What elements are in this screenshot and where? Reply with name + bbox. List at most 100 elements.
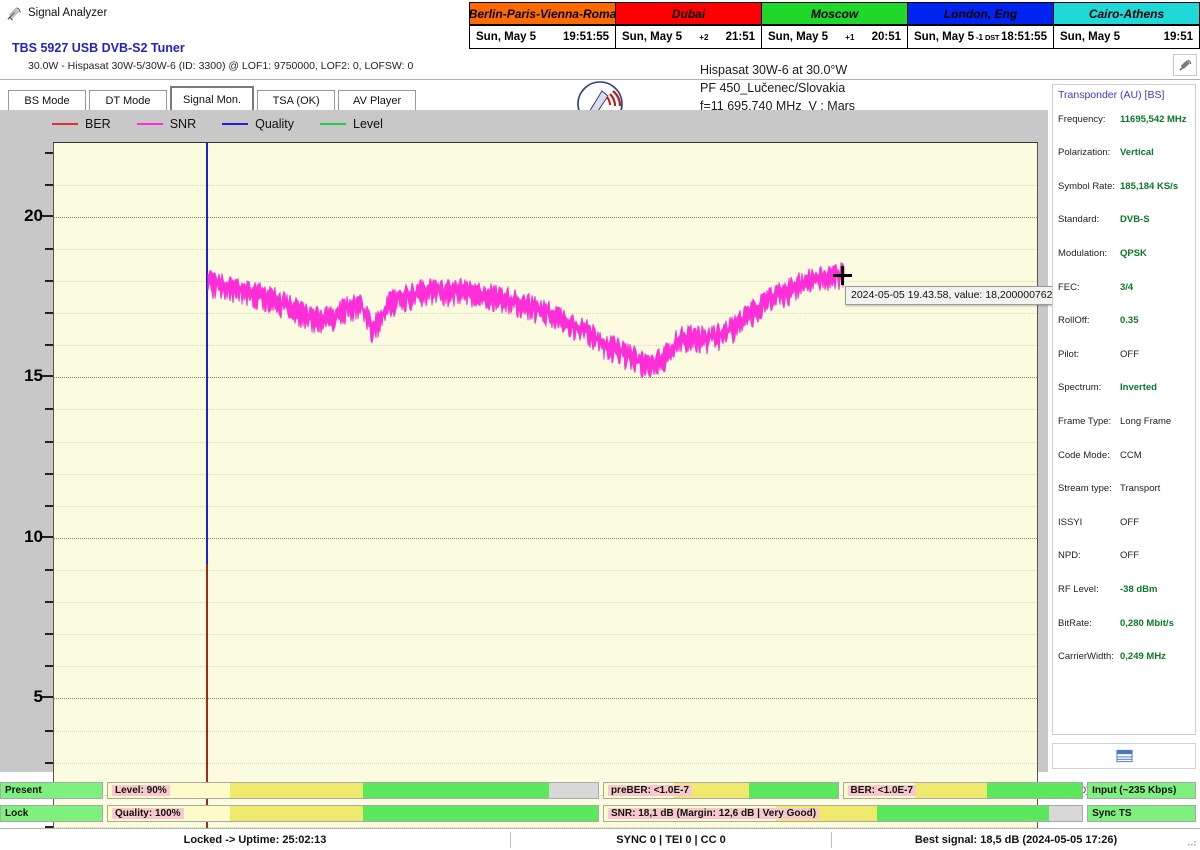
transponder-panel-title: Transponder (AU) [BS] xyxy=(1058,89,1165,101)
transponder-key: Stream type: xyxy=(1058,483,1112,495)
transponder-key: Symbol Rate: xyxy=(1058,180,1116,192)
chart-legend: BER SNR Quality Level xyxy=(0,110,1048,138)
meter-segment xyxy=(986,783,1083,798)
tab-tsa-ok[interactable]: TSA (OK) xyxy=(257,90,336,111)
meter-segment xyxy=(548,783,598,798)
transponder-row-npd: NPD: OFF xyxy=(1058,548,1194,564)
legend-item-ber: BER xyxy=(52,117,111,131)
tab-signal-mon[interactable]: Signal Mon. xyxy=(170,86,255,111)
transponder-value: DVB-S xyxy=(1120,214,1150,226)
meter-segment xyxy=(1,783,102,798)
y-tick xyxy=(40,375,53,378)
y-tick xyxy=(45,825,53,828)
meter-label-quality: Quality: 100% xyxy=(111,806,184,821)
gridline-minor xyxy=(54,505,1037,507)
transponder-row-rflevel: RF Level: -38 dBm xyxy=(1058,581,1194,597)
y-tick xyxy=(45,440,53,443)
gridline-minor xyxy=(54,666,1037,668)
transponder-row-fec: FEC: 3/4 xyxy=(1058,279,1194,295)
transponder-value: 3/4 xyxy=(1120,281,1134,293)
meter-label-level: Level: 90% xyxy=(111,783,170,798)
transponder-row-symbolrate: Symbol Rate: 185,184 KS/s xyxy=(1058,178,1194,194)
meter-label-preber: preBER: <1.0E-7 xyxy=(607,783,693,798)
tuner-subtitle: 30.0W - Hispasat 30W-5/30W-6 (ID: 3300) … xyxy=(28,60,414,72)
meter-segment xyxy=(1,806,102,821)
clock-time-4: Sun, May 5 19:51 xyxy=(1053,25,1200,49)
tab-av-player[interactable]: AV Player xyxy=(338,90,417,111)
meter-segment xyxy=(362,783,549,798)
status-divider-1 xyxy=(510,831,511,848)
y-tick xyxy=(45,472,53,475)
plot-area[interactable]: 2024-05-05 19.43.58, value: 18,200000762… xyxy=(53,142,1082,850)
transponder-table-button[interactable] xyxy=(1052,743,1196,769)
meter-present: Present xyxy=(0,782,103,799)
transponder-value: Transport xyxy=(1120,483,1161,495)
meter-label-sync-ts: Sync TS xyxy=(1092,808,1132,819)
y-tick xyxy=(40,696,53,699)
clock-time-2: Sun, May 5 +1 20:51 xyxy=(761,25,908,49)
signal-chart[interactable]: 05101520 2024-05-05 19.43.58, value: 18,… xyxy=(0,138,1082,850)
tab-bs-mode[interactable]: BS Mode xyxy=(8,90,86,111)
transponder-key: FEC: xyxy=(1058,281,1080,293)
signal-meters: Present Level: 90% preBER: <1.0E-7 BER: <1.… xyxy=(0,782,1200,827)
y-tick-label: 20 xyxy=(24,205,43,225)
transponder-key: Polarization: xyxy=(1058,147,1111,159)
status-bar: Locked -> Uptime: 25:02:13 SYNC 0 | TEI … xyxy=(0,828,1200,850)
clock-name-0: Berlin-Paris-Vienna-Roma xyxy=(469,2,616,25)
clock-name-1: Dubai xyxy=(615,2,762,25)
transponder-key: Code Mode: xyxy=(1058,449,1110,461)
resize-grip-icon[interactable] xyxy=(1187,837,1197,847)
clock-time-0: Sun, May 5 19:51:55 xyxy=(469,25,616,49)
y-tick xyxy=(45,761,53,764)
meter-segment xyxy=(1088,783,1195,798)
clock-name-4: Cairo-Athens xyxy=(1053,2,1200,25)
meter-ber: BER: <1.0E-7 xyxy=(842,782,1084,799)
satellite-dish-icon xyxy=(7,6,21,21)
transponder-key: RF Level: xyxy=(1058,583,1099,595)
satellite-dish-small-icon xyxy=(1178,59,1191,71)
gridline-minor xyxy=(54,570,1037,572)
y-tick xyxy=(45,569,53,572)
meter-segment xyxy=(915,783,987,798)
gridline xyxy=(54,698,1037,700)
gridline xyxy=(54,216,1037,218)
meter-row-1: Present Level: 90% preBER: <1.0E-7 BER: <1.… xyxy=(0,782,1200,799)
meter-segment xyxy=(362,806,598,821)
status-best-signal: Best signal: 18,5 dB (2024-05-05 17:26) xyxy=(914,833,1118,846)
transponder-key: Spectrum: xyxy=(1058,382,1102,394)
transponder-row-standard: Standard: DVB-S xyxy=(1058,212,1194,228)
meter-segment xyxy=(748,783,838,798)
meter-label-input: Input (~235 Kbps) xyxy=(1092,785,1177,796)
meter-segment xyxy=(230,806,363,821)
meter-input: Input (~235 Kbps) xyxy=(1087,782,1196,799)
tab-dt-mode[interactable]: DT Mode xyxy=(89,90,167,111)
transponder-row-bitrate: BitRate: 0,280 Mbit/s xyxy=(1058,615,1194,631)
header-line-2: f=11 695,740 MHz_V : Mars xyxy=(700,99,856,114)
legend-label: BER xyxy=(85,117,111,131)
gridline xyxy=(54,537,1037,539)
meter-segment xyxy=(1088,806,1195,821)
transponder-row-pilot: Pilot: OFF xyxy=(1058,346,1194,362)
legend-swatch-icon xyxy=(52,123,78,125)
transponder-row-codemode: Code Mode: CCM xyxy=(1058,447,1194,463)
mode-tabs[interactable]: BS Mode DT Mode Signal Mon. TSA (OK) AV Play… xyxy=(8,86,417,111)
status-sync: SYNC 0 | TEI 0 | CC 0 xyxy=(616,833,726,846)
world-clock-strip: Berlin-Paris-Vienna-Roma Dubai Moscow Londo… xyxy=(469,2,1200,54)
y-tick xyxy=(45,280,53,283)
transponder-key: NPD: xyxy=(1058,550,1081,562)
y-tick xyxy=(45,183,53,186)
transponder-value: OFF xyxy=(1120,348,1139,360)
meter-label-snr: SNR: 18,1 dB (Margin: 12,6 dB | Very Goo… xyxy=(607,806,820,821)
y-tick xyxy=(45,247,53,250)
dish-status-button[interactable] xyxy=(1173,54,1197,76)
legend-item-quality: Quality xyxy=(222,117,294,131)
transponder-value: 0.35 xyxy=(1120,315,1139,327)
clock-time-1: Sun, May 5 +2 21:51 xyxy=(615,25,762,49)
legend-swatch-icon xyxy=(222,123,249,125)
gridline-minor xyxy=(54,281,1037,283)
meter-preber: preBER: <1.0E-7 xyxy=(602,782,839,799)
transponder-value: 0,249 MHz xyxy=(1120,651,1166,663)
snr-trace xyxy=(207,262,845,379)
clock-name-row: Berlin-Paris-Vienna-Roma Dubai Moscow Londo… xyxy=(469,2,1200,25)
